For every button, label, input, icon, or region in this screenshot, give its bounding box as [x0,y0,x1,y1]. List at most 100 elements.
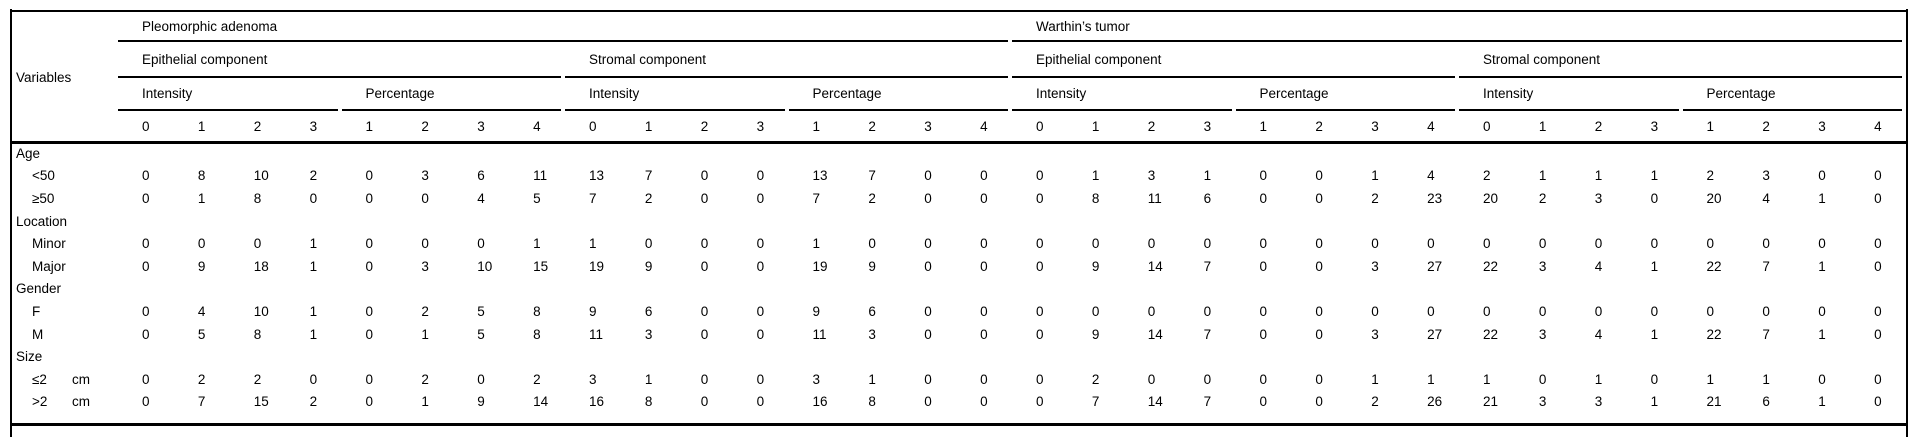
data-cell: 0 [1538,303,1547,319]
data-cell: 0 [1036,371,1044,387]
data-cell: 0 [309,190,318,206]
data-cell: 0 [700,394,709,410]
data-cell: 8 [253,190,262,206]
data-cell: 0 [1874,236,1882,252]
data-cell: 16 [812,394,828,410]
data-cell: 0 [1874,326,1882,342]
data-cell: 5 [477,303,485,319]
data-cell: 4 [477,190,485,206]
data-cell: 23 [1427,190,1443,206]
data-cell: 8 [197,168,206,184]
data-cell: 18 [253,258,269,274]
data-cell: 0 [142,258,150,274]
column-header: 1 [644,119,653,134]
data-cell: 1 [1538,168,1547,184]
data-cell: 7 [1203,258,1212,274]
data-cell: 11 [589,326,604,342]
data-cell: 0 [142,303,150,319]
data-cell: 2 [533,371,541,387]
data-cell: 0 [700,168,709,184]
data-cell: 0 [644,236,653,252]
data-cell: 15 [253,394,269,410]
data-cell: 0 [1706,236,1715,252]
data-cell: 2 [1706,168,1715,184]
data-cell: 10 [477,258,493,274]
data-cell: 2 [1371,394,1379,410]
data-cell: 0 [980,190,988,206]
data-cell: 0 [1762,236,1770,252]
row-label-text: M [32,326,44,342]
data-cell: 1 [421,326,429,342]
data-cell: 0 [1259,258,1268,274]
data-cell: 0 [756,326,765,342]
data-cell: 7 [644,168,653,184]
data-cell: 0 [1538,371,1547,387]
column-header: 2 [700,119,709,134]
data-cell: 0 [1203,236,1212,252]
data-cell: 2 [421,303,429,319]
data-cell: 1 [197,190,206,206]
table-header-separator-rule [12,141,1906,144]
data-cell: 1 [1483,371,1491,387]
data-cell: 1 [644,371,653,387]
data-cell: 0 [1594,236,1603,252]
data-cell: 0 [365,168,374,184]
data-cell: 6 [644,303,653,319]
data-cell: 1 [868,371,876,387]
column-header: 3 [924,119,932,134]
data-cell: 9 [1091,258,1100,274]
column-header: 1 [1259,119,1268,134]
data-cell: 20 [1483,190,1499,206]
data-cell: 0 [1315,236,1323,252]
data-cell: 1 [1594,168,1603,184]
data-cell: 0 [309,371,318,387]
data-cell: 7 [589,190,597,206]
row-label-text: ≤2 [32,371,47,387]
table-left-border-rule [10,9,12,437]
data-cell: 0 [1818,371,1826,387]
section-row-label: Gender [16,281,62,297]
data-cell: 0 [142,190,150,206]
data-cell: 1 [1762,371,1770,387]
column-header: 2 [1594,119,1603,134]
data-cell: 9 [197,258,206,274]
column-header: 3 [756,119,765,134]
data-cell: 0 [1483,236,1491,252]
data-cell: 1 [589,236,597,252]
data-cell: 15 [533,258,549,274]
measure-header: Intensity [565,78,785,111]
column-header: 3 [1371,119,1379,134]
data-cell: 0 [1483,303,1491,319]
data-cell: 0 [1874,371,1882,387]
data-cell: 0 [421,190,429,206]
column-header: 2 [253,119,262,134]
row-label: ≥50 [12,187,118,210]
row-label: M [12,323,118,346]
data-cell: 0 [756,394,765,410]
data-cell: 0 [980,371,988,387]
data-cell: 1 [1594,371,1603,387]
data-cell: 0 [1818,236,1826,252]
table-top-rule [12,10,1906,12]
data-cell: 2 [309,168,318,184]
data-cell: 1 [309,258,318,274]
row-label: >2 cm [12,391,118,414]
data-cell: 3 [812,371,821,387]
column-header: 4 [1874,119,1882,134]
data-cell: 7 [1091,394,1100,410]
row-label-text: ≥50 [32,190,55,206]
data-cell: 20 [1706,190,1722,206]
column-header: 2 [1147,119,1156,134]
data-cell: 2 [197,371,206,387]
data-cell: 6 [1203,190,1212,206]
data-cell: 6 [477,168,485,184]
data-cell: 4 [1762,190,1770,206]
data-cell: 0 [477,371,485,387]
data-cell: 0 [980,303,988,319]
data-cell: 0 [756,371,765,387]
data-cell: 27 [1427,326,1443,342]
component-header: Epithelial component [118,42,561,78]
data-cell: 22 [1483,326,1499,342]
column-header: 4 [980,119,988,134]
